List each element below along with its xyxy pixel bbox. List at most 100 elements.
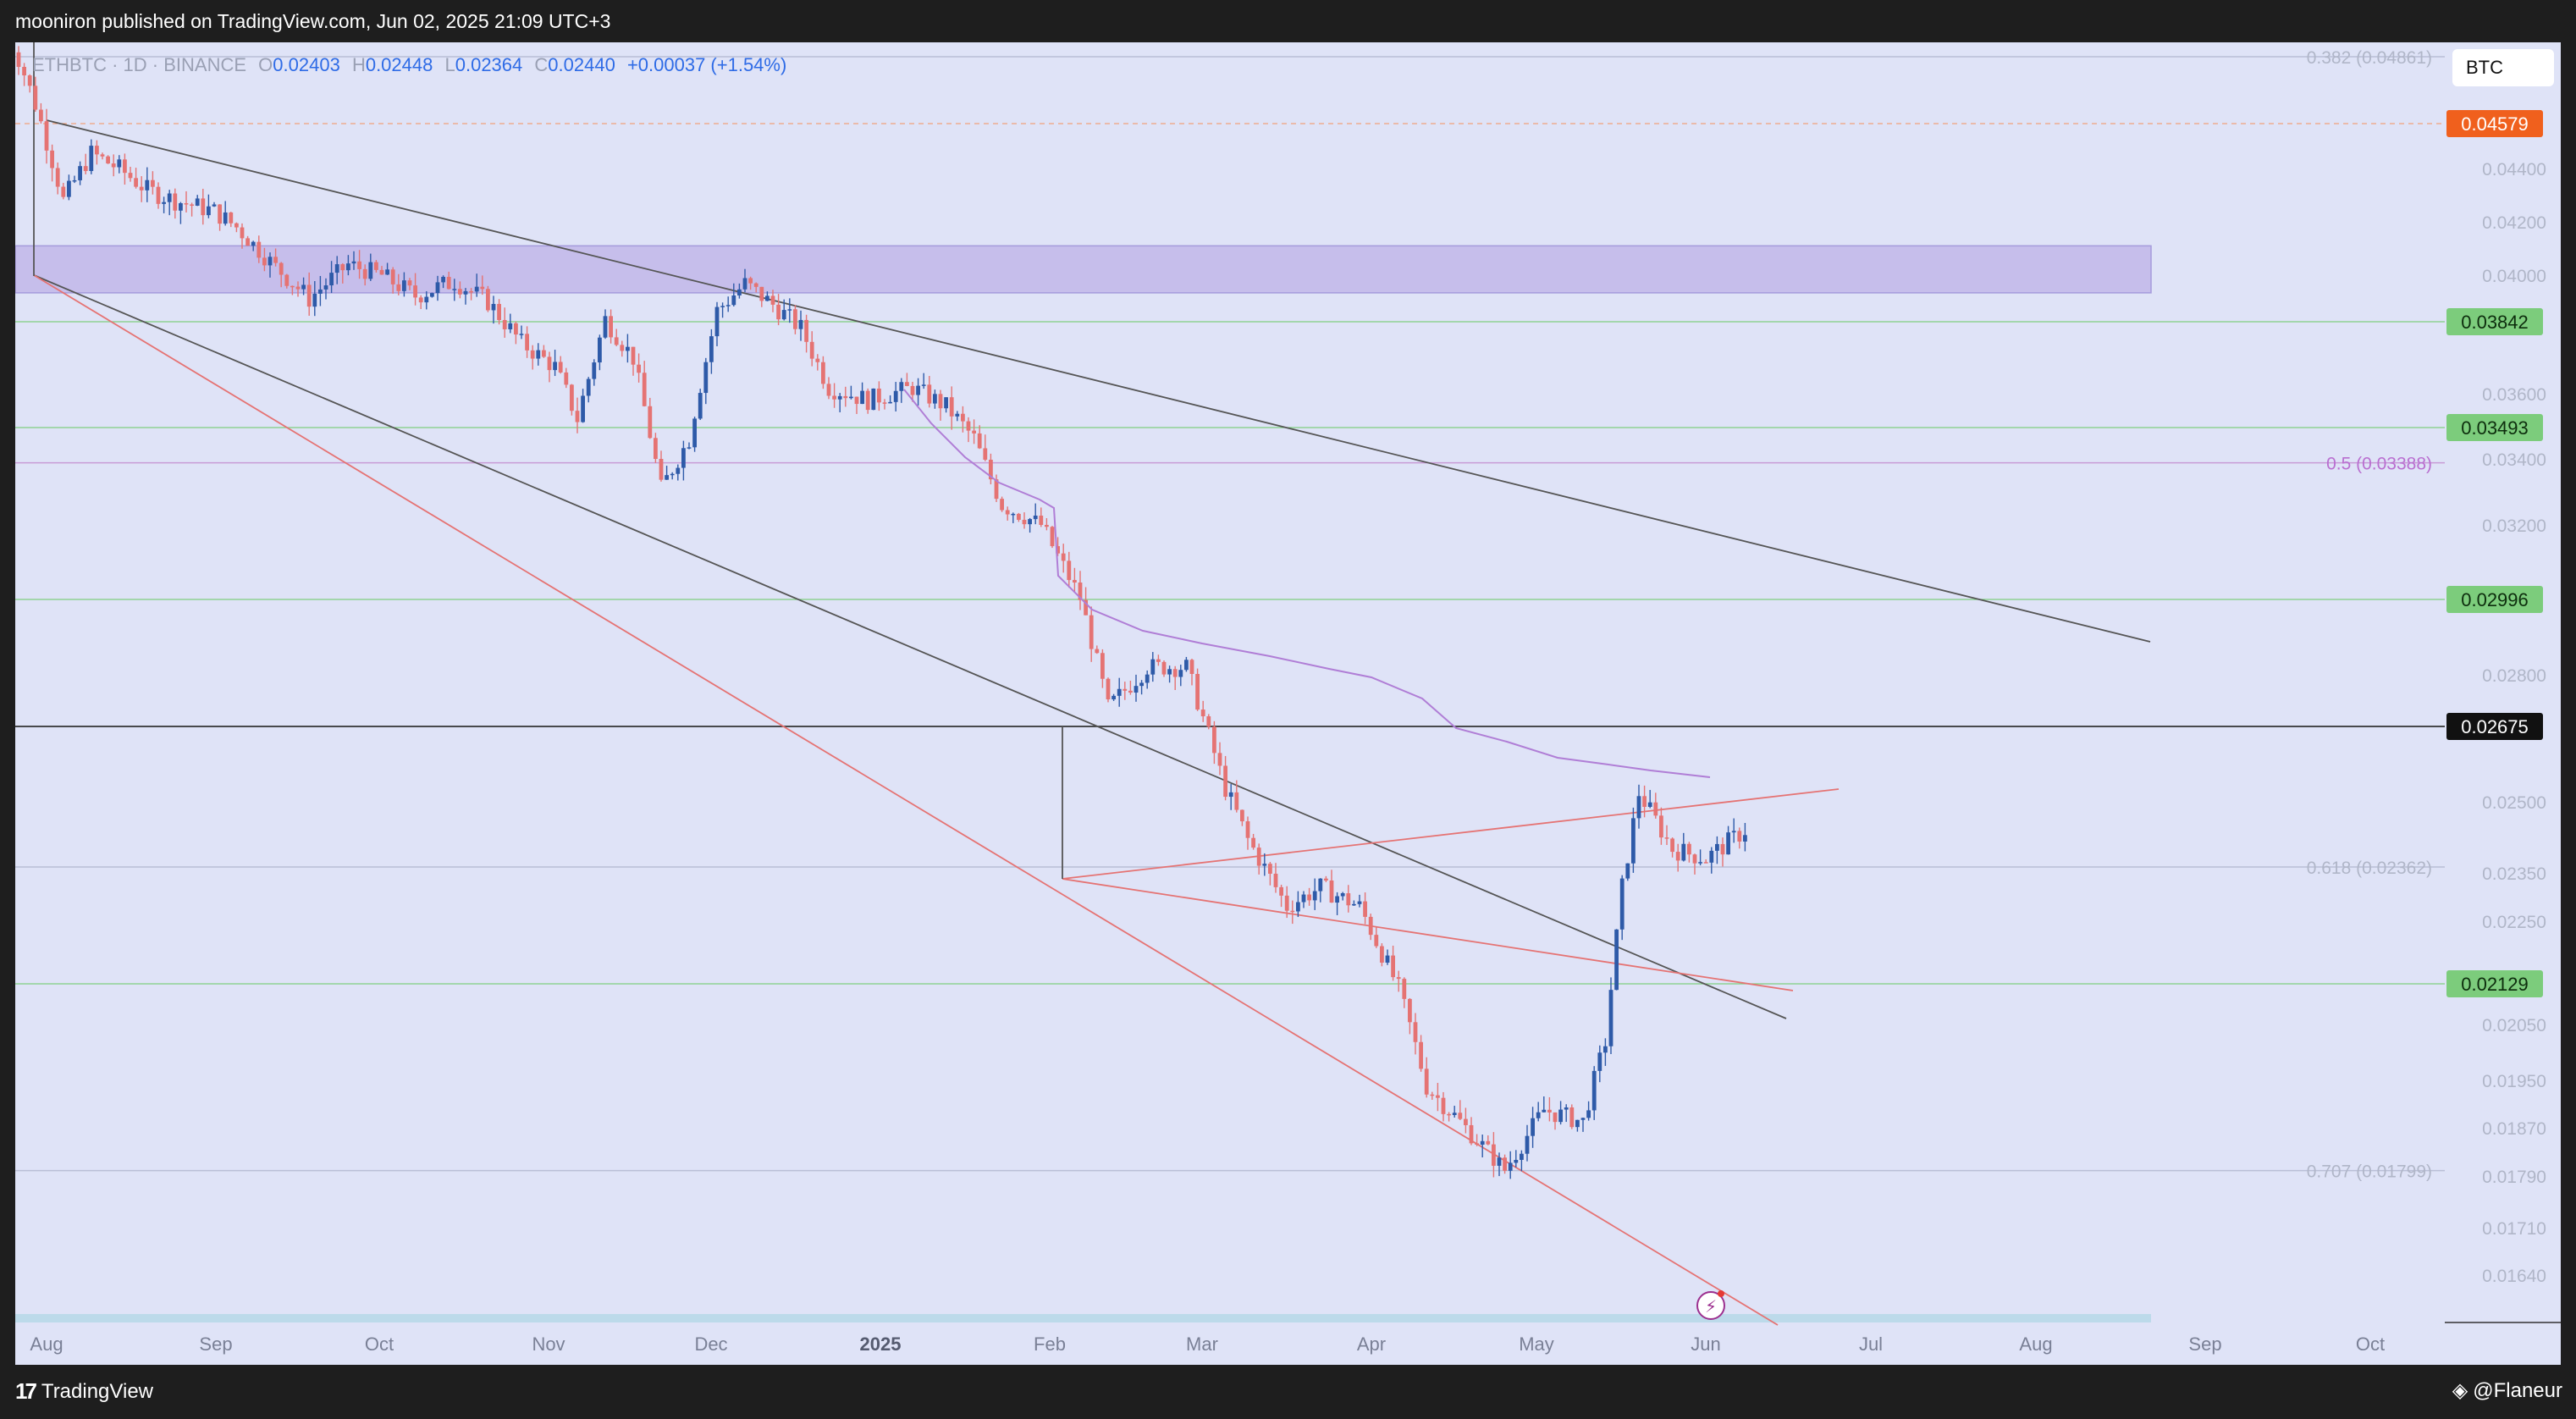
candle-body [1520,1153,1524,1160]
candle-body [22,66,26,76]
candle-body [195,198,200,206]
candle-body [1045,524,1049,527]
price-label-text: 0.02675 [2461,716,2529,737]
candle-body [1139,682,1144,687]
candle-body [1050,527,1055,547]
fib-label: 0.618 (0.02362) [2307,859,2432,878]
candle-body [910,385,915,395]
candle-body [452,289,457,290]
candle-body [586,378,591,396]
x-tick-label: Sep [199,1333,232,1355]
y-tick-label: 0.01950 [2482,1072,2546,1091]
author-tag[interactable]: ◈ @Flaneur [2452,1378,2562,1403]
candle-body [1525,1135,1530,1154]
candle-body [575,411,580,422]
price-label-text: 0.03842 [2461,312,2529,333]
candle-body [709,336,714,362]
y-tick-label: 0.03400 [2482,450,2546,470]
candle-body [290,285,295,288]
candle-body [1134,686,1139,693]
candle-body [1703,862,1708,864]
candle-body [849,396,853,399]
candle-body [843,395,848,399]
chart-area[interactable]: 0.382 (0.04861) 0.5 (0.03388) 0.618 (0.023… [15,42,2561,1365]
candle-body [659,459,664,480]
candle-body [737,289,742,295]
tradingview-brand: TradingView [41,1379,153,1403]
candle-body [50,150,54,168]
candle-body [1580,1118,1586,1120]
candle-body [1301,894,1306,903]
candle-body [536,350,541,359]
y-tick-label: 0.02500 [2482,793,2546,813]
candle-body [1245,821,1250,838]
x-tick-label: Apr [1357,1333,1386,1355]
candle-body [1715,843,1719,851]
candle-body [379,269,384,275]
candle-body [1000,499,1004,511]
price-label-box [2446,970,2543,997]
candle-body [1184,660,1189,671]
x-tick-label: Nov [532,1333,565,1355]
candle-body [637,364,641,373]
candle-body [357,261,361,269]
candle-body [1067,560,1072,581]
candle-body [1033,515,1038,520]
candle-body [888,401,892,404]
candle-body [1659,815,1663,838]
candle-body [385,269,389,275]
candle-body [1078,583,1083,600]
candle-body [223,212,228,224]
tradingview-logo[interactable]: 17 TradingView [15,1378,153,1405]
candle-body [1452,1113,1457,1115]
candle-body [989,459,993,480]
candle-body [83,166,88,171]
candle-body [1262,864,1267,866]
candle-body [564,372,569,385]
candle-body [78,166,82,180]
candle-body [95,146,99,155]
x-tick-label: Jul [1859,1333,1883,1355]
x-tick-label: Mar [1186,1333,1218,1355]
candle-body [1497,1157,1502,1166]
candle-body [787,309,792,311]
candle-body [362,268,367,279]
candle-body [351,261,356,264]
price-scale [2445,42,2561,1322]
fib-label: 0.707 (0.01799) [2307,1162,2432,1182]
candle-body [212,204,217,207]
candle-body [418,297,423,303]
candle-body [441,276,445,283]
x-tick-label: Feb [1034,1333,1066,1355]
candle-body [117,159,122,168]
candle-body [603,316,608,338]
candle-body [44,121,49,151]
chart-legend: ETHBTC · 1D · BINANCE O0.02403 H0.02448 … [32,54,786,76]
y-tick-label: 0.01710 [2482,1219,2546,1239]
candle-body [698,393,703,419]
candle-body [1106,678,1111,700]
candle-body [374,262,378,270]
candle-body [139,186,144,190]
zone-layer [15,245,2152,1322]
candle-body [776,304,781,320]
candle-body [1642,796,1647,808]
price-chart[interactable]: 0.382 (0.04861) 0.5 (0.03388) 0.618 (0.023… [15,42,2561,1365]
candle-body [826,384,831,396]
x-tick-label: Aug [30,1333,63,1355]
candle-body [1430,1094,1435,1096]
candle-body [1653,802,1658,816]
candle-body [837,395,842,400]
candle-body [273,257,278,263]
candle-body [832,395,836,400]
candle-body [469,290,473,293]
currency-button[interactable]: BTC [2452,49,2554,86]
candle-body [1486,1140,1491,1145]
candle-body [1492,1144,1496,1166]
ohlc-close-value: 0.02440 [548,54,615,75]
candle-body [547,356,552,371]
candle-body [1636,796,1641,819]
candle-body [1737,831,1742,842]
candle-body [1212,726,1216,754]
y-tick-label: 0.01640 [2482,1267,2546,1286]
